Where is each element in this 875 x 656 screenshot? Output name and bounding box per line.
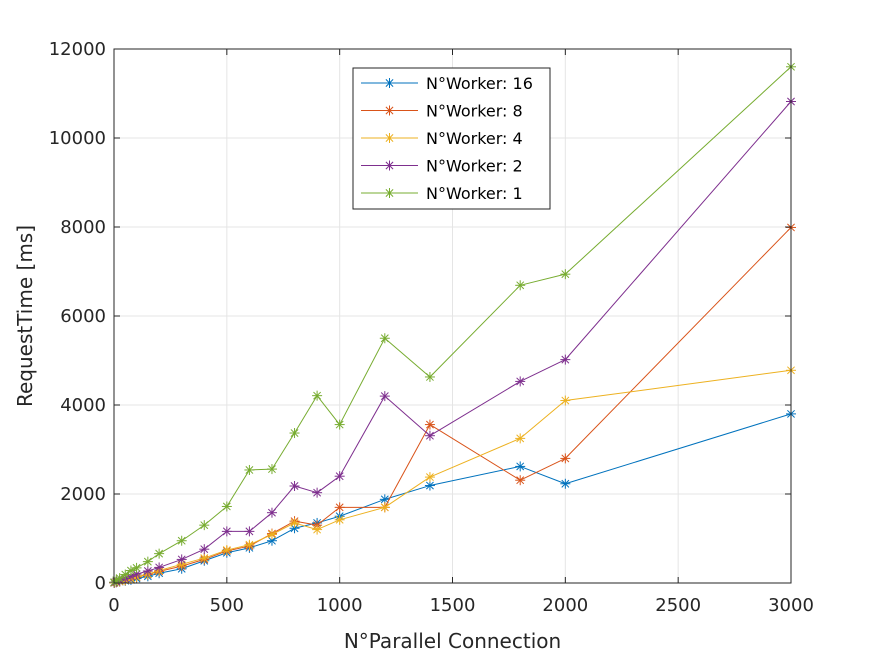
- data-point: [334, 514, 345, 525]
- data-point: [379, 502, 390, 513]
- y-tick-label: 10000: [49, 128, 106, 149]
- data-point: [142, 556, 153, 567]
- data-point: [560, 478, 571, 489]
- data-point: [120, 569, 131, 580]
- legend-marker: [384, 188, 395, 198]
- legend-label: N°Worker: 2: [426, 157, 523, 176]
- legend-label: N°Worker: 1: [426, 184, 523, 203]
- data-point: [515, 475, 526, 486]
- legend-item: N°Worker: 16: [361, 74, 533, 93]
- data-point: [515, 280, 526, 291]
- data-point: [199, 520, 210, 531]
- data-point: [199, 553, 210, 564]
- data-point: [221, 501, 232, 512]
- y-axis-label: RequestTime [ms]: [13, 225, 37, 407]
- ticks: [113, 48, 792, 584]
- data-point: [312, 390, 323, 401]
- legend-marker: [384, 105, 395, 116]
- y-tick-label: 4000: [60, 395, 106, 416]
- data-point: [154, 562, 165, 573]
- data-point: [515, 433, 526, 444]
- data-point: [560, 354, 571, 365]
- data-point: [221, 545, 232, 556]
- data-point: [131, 569, 142, 580]
- data-point: [560, 453, 571, 464]
- y-tick-label: 8000: [60, 217, 106, 238]
- data-point: [379, 333, 390, 344]
- y-tick-label: 2000: [60, 484, 106, 505]
- data-point: [176, 535, 187, 546]
- data-point: [244, 539, 255, 550]
- data-point: [424, 371, 435, 382]
- tick-labels: 0 500 1000 1500 2000 2500 3000 0 2000 4000 6000 800…: [49, 39, 814, 616]
- x-tick-label: 0: [108, 595, 119, 616]
- legend-item: N°Worker: 1: [361, 184, 523, 203]
- data-point: [131, 562, 142, 573]
- legend-marker: [384, 133, 395, 143]
- data-point: [560, 269, 571, 280]
- legend-marker: [384, 78, 395, 88]
- y-tick-label: 12000: [49, 39, 106, 60]
- data-point: [379, 391, 390, 402]
- x-tick-label: 2000: [542, 595, 588, 616]
- data-point: [560, 395, 571, 406]
- data-point: [334, 419, 345, 430]
- data-point: [176, 554, 187, 565]
- data-point: [244, 526, 255, 537]
- x-tick-label: 1000: [317, 595, 363, 616]
- legend-item: N°Worker: 8: [361, 102, 523, 121]
- data-point: [424, 419, 435, 430]
- data-point: [289, 517, 300, 528]
- data-point: [199, 544, 210, 555]
- x-tick-label: 500: [210, 595, 244, 616]
- data-point: [312, 487, 323, 498]
- data-point: [266, 529, 277, 540]
- x-tick-label: 1500: [430, 595, 476, 616]
- data-point: [244, 464, 255, 475]
- y-tick-label: 0: [95, 573, 106, 594]
- legend-item: N°Worker: 4: [361, 129, 523, 148]
- data-point: [312, 524, 323, 535]
- data-point: [424, 480, 435, 491]
- legend-label: N°Worker: 4: [426, 129, 523, 148]
- data-point: [334, 502, 345, 513]
- data-point: [334, 471, 345, 482]
- data-point: [515, 376, 526, 387]
- data-point: [424, 472, 435, 483]
- legend-label: N°Worker: 16: [426, 74, 533, 93]
- data-point: [266, 464, 277, 475]
- data-point: [266, 507, 277, 518]
- legend-marker: [384, 160, 395, 171]
- data-point: [142, 565, 153, 576]
- y-tick-label: 6000: [60, 306, 106, 327]
- data-point: [424, 430, 435, 441]
- x-axis-label: N°Parallel Connection: [344, 629, 561, 653]
- legend-label: N°Worker: 8: [426, 102, 523, 121]
- data-point: [221, 526, 232, 537]
- legend: N°Worker: 16 N°Worker: 8 N°Worker: 4 N°Work…: [352, 67, 551, 210]
- data-point: [289, 428, 300, 439]
- legend-item: N°Worker: 2: [361, 157, 523, 176]
- data-point: [515, 461, 526, 472]
- data-point: [114, 573, 125, 584]
- data-point: [289, 480, 300, 491]
- series-5: [109, 61, 796, 588]
- series-layer: [109, 61, 796, 588]
- x-tick-label: 2500: [655, 595, 701, 616]
- data-point: [154, 548, 165, 559]
- x-tick-label: 3000: [768, 595, 814, 616]
